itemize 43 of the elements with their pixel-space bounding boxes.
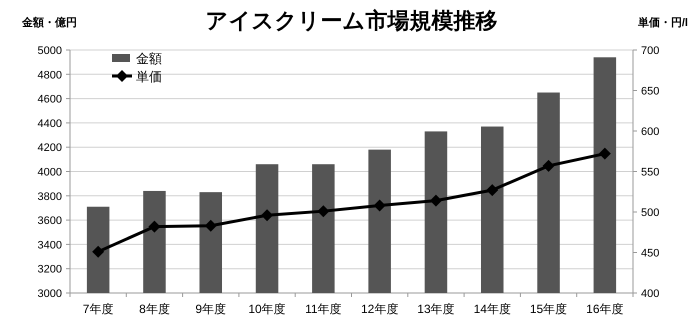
x-tick-label: 11年度 <box>305 302 342 316</box>
y-tick-label: 4200 <box>38 142 62 154</box>
y2-tick-label: 550 <box>641 166 660 178</box>
y-tick-label: 4000 <box>38 166 62 178</box>
x-tick-label: 9年度 <box>195 302 226 316</box>
y-tick-label: 4600 <box>38 94 62 106</box>
x-tick-label: 16年度 <box>586 302 624 316</box>
y2-axis-title: 単価・円/l <box>636 16 688 29</box>
point <box>542 160 555 172</box>
y2-tick-label: 700 <box>641 45 660 57</box>
x-tick-label: 15年度 <box>530 302 568 316</box>
y-tick-label: 3000 <box>38 288 62 300</box>
chart-title: アイスクリーム市場規模推移 <box>206 8 498 33</box>
x-tick-label: 12年度 <box>360 302 398 316</box>
y2-tick-label: 600 <box>641 126 660 138</box>
legend-label: 単価 <box>136 69 162 84</box>
x-tick-label: 10年度 <box>248 302 286 316</box>
x-tick-label: 13年度 <box>417 302 455 316</box>
point <box>261 209 274 222</box>
y2-tick-label: 450 <box>641 248 660 260</box>
point <box>317 205 330 218</box>
legend-label: 金額 <box>136 51 162 66</box>
y-tick-label: 5000 <box>38 45 62 57</box>
point <box>486 184 498 196</box>
x-tick-label: 8年度 <box>139 302 170 316</box>
y2-tick-label: 400 <box>641 288 660 300</box>
y-tick-label: 3400 <box>38 239 62 252</box>
y-tick-label: 3800 <box>38 190 62 203</box>
point <box>598 148 611 160</box>
x-tick-label: 7年度 <box>82 302 114 316</box>
point <box>148 220 160 233</box>
point <box>374 200 386 212</box>
y-tick-label: 4800 <box>38 69 62 82</box>
y-tick-label: 3600 <box>38 215 62 228</box>
y2-tick-label: 500 <box>641 207 660 219</box>
y-tick-label: 4400 <box>38 118 62 130</box>
point <box>430 194 442 207</box>
point <box>92 246 104 258</box>
x-tick-label: 14年度 <box>474 302 511 316</box>
y2-tick-label: 650 <box>641 86 660 98</box>
y-tick-label: 3200 <box>38 264 62 276</box>
y-axis-title: 金額・億円 <box>21 16 77 29</box>
point <box>204 220 217 232</box>
